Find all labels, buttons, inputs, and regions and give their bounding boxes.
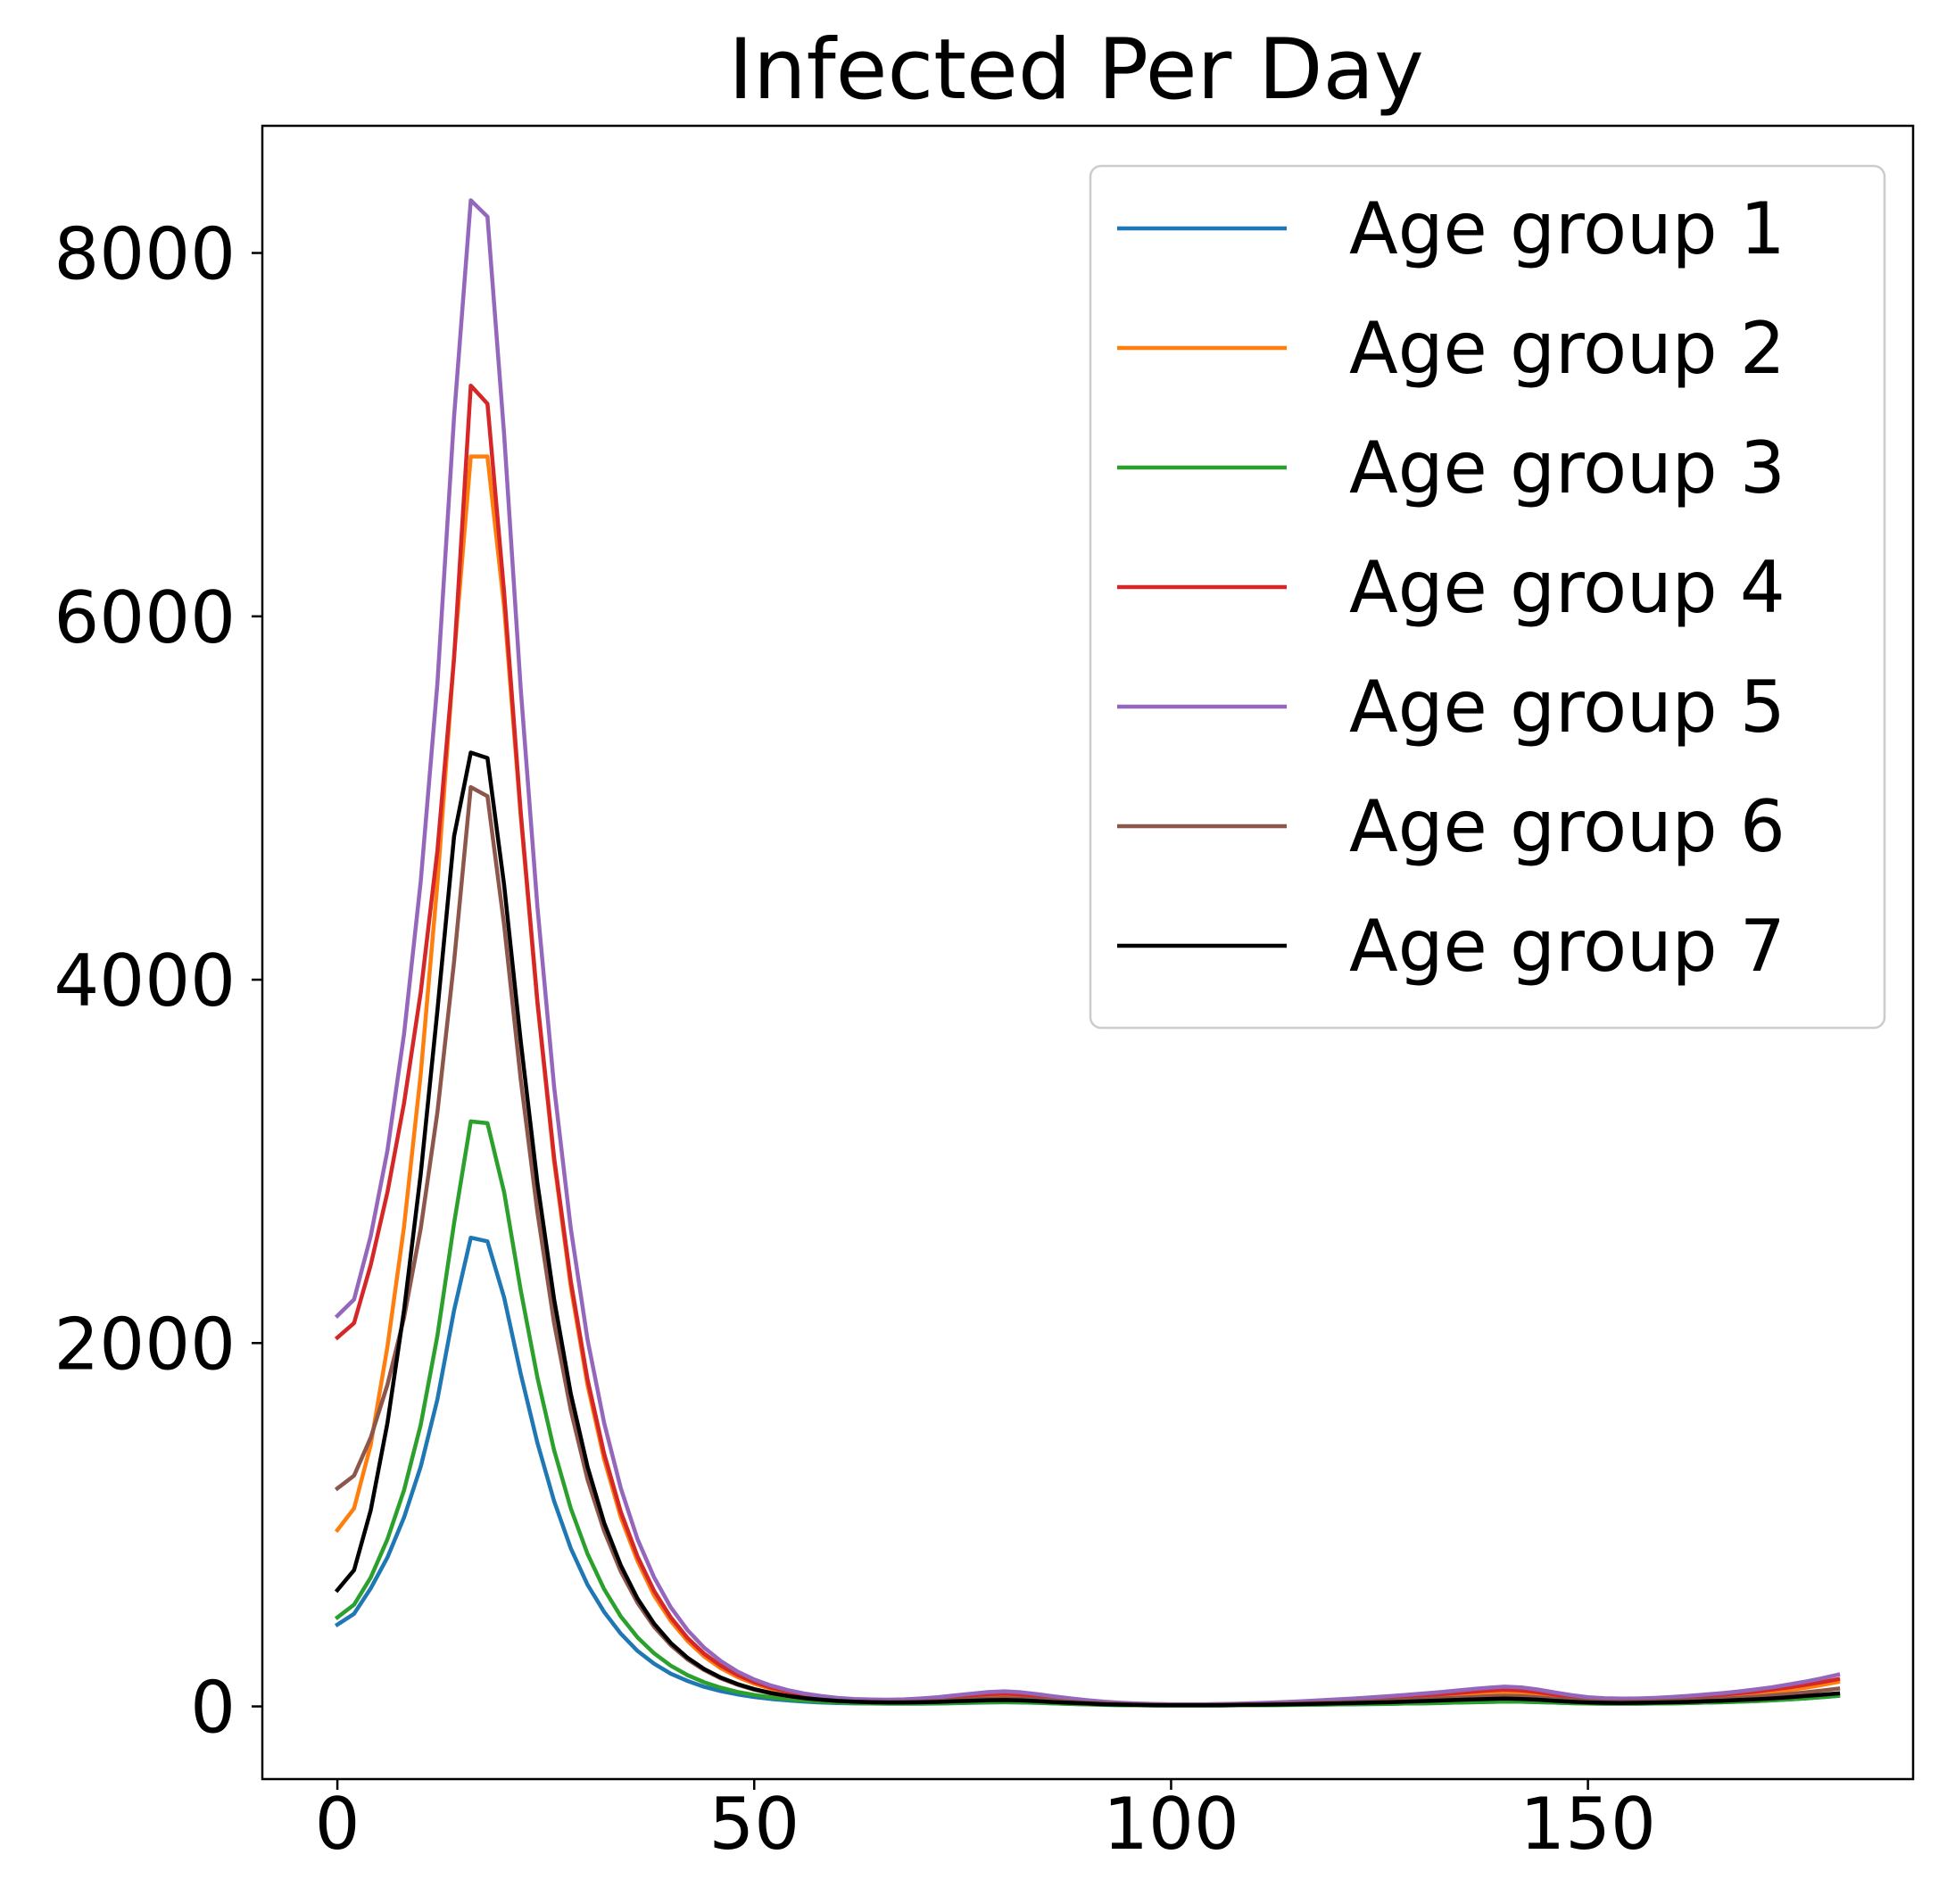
series-line-5 — [334, 198, 1841, 1707]
legend-label-2: Age group 2 — [1349, 307, 1785, 390]
legend-label-5: Age group 5 — [1349, 666, 1785, 749]
legend-label-4: Age group 4 — [1349, 546, 1785, 629]
y-tick-label: 8000 — [54, 213, 236, 296]
x-tick-label: 50 — [708, 1783, 800, 1866]
y-tick-label: 0 — [190, 1667, 236, 1750]
legend-label-3: Age group 3 — [1349, 426, 1785, 509]
y-axis: 0 2000 4000 6000 8000 — [54, 213, 262, 1750]
y-tick-label: 4000 — [54, 940, 236, 1022]
legend-label-7: Age group 7 — [1349, 905, 1785, 988]
x-tick-label: 150 — [1520, 1783, 1656, 1866]
x-tick-label: 0 — [315, 1783, 360, 1866]
y-tick-label: 6000 — [54, 576, 236, 659]
y-tick-label: 2000 — [54, 1303, 236, 1386]
series-line-7 — [334, 750, 1841, 1708]
x-axis: 0 50 100 150 — [315, 1779, 1656, 1866]
legend-frame — [1089, 164, 1886, 1030]
legend: Age group 1 Age group 2 Age group 3 Age gro… — [1089, 164, 1886, 1030]
x-tick-label: 100 — [1103, 1783, 1239, 1866]
plot-area-frame — [261, 124, 1915, 1781]
legend-label-6: Age group 6 — [1349, 785, 1785, 868]
series-layer — [334, 198, 1841, 1708]
series-line-1 — [334, 1235, 1841, 1708]
legend-label-1: Age group 1 — [1349, 187, 1785, 270]
chart-title: Infected Per Day — [728, 21, 1423, 119]
